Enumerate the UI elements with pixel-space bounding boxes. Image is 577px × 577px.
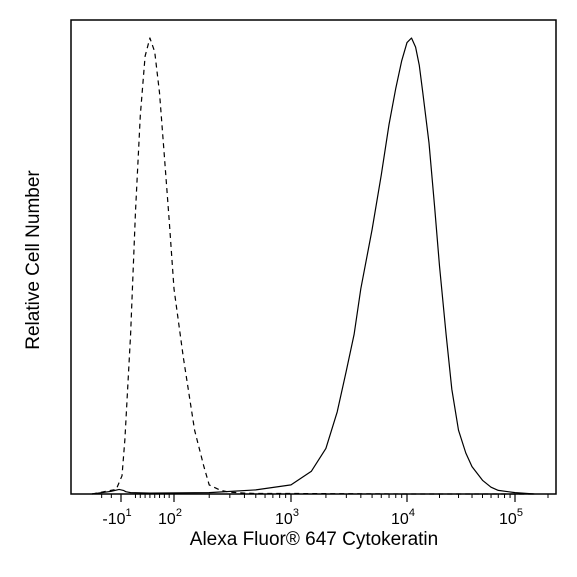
x-tick-label: -101 — [102, 507, 131, 528]
control-histogram-line — [91, 37, 535, 495]
x-tick-label: 103 — [275, 507, 299, 528]
series-layer — [91, 37, 535, 495]
stained-histogram-line — [91, 37, 535, 495]
y-axis-label: Relative Cell Number — [23, 170, 44, 350]
x-tick-label: 102 — [158, 507, 182, 528]
x-tick-label: 105 — [499, 507, 523, 528]
x-tick-label: 104 — [391, 507, 415, 528]
x-axis-label: Alexa Fluor® 647 Cytokeratin — [190, 529, 438, 550]
plot-frame — [70, 19, 557, 495]
x-tick-layer: -101 102 103 104 105 — [101, 494, 549, 528]
